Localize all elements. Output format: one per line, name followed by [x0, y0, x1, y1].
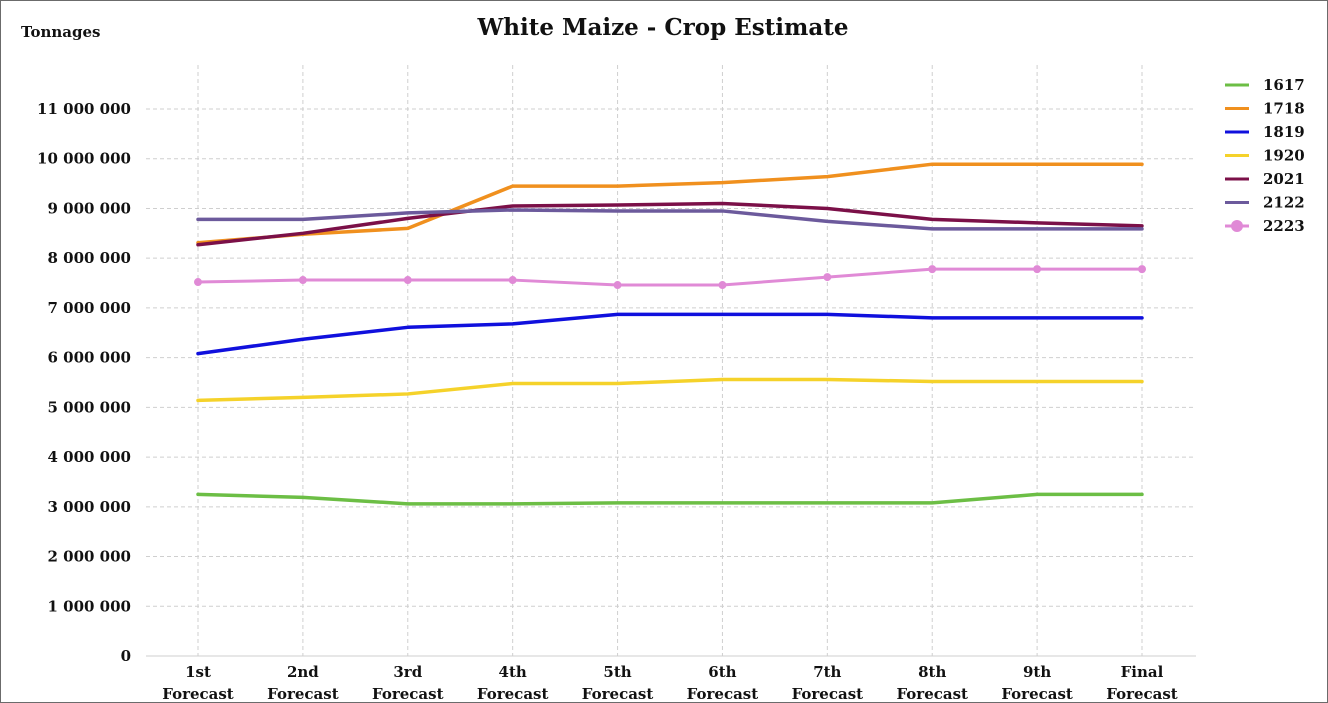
- data-point-2223: [823, 273, 832, 282]
- data-point-2223: [1138, 265, 1146, 274]
- legend-label: 2021: [1263, 170, 1305, 188]
- chart-title: White Maize - Crop Estimate: [476, 14, 848, 41]
- x-tick-label: 7th Forecast: [792, 663, 864, 702]
- y-axis-label: Tonnages: [21, 23, 100, 41]
- data-point-2223: [194, 278, 202, 287]
- x-tick-label: 8th Forecast: [896, 663, 968, 702]
- legend-label: 1920: [1263, 147, 1305, 165]
- legend-item-1920: 1920: [1225, 147, 1305, 165]
- y-tick-label: 5 000 000: [47, 398, 131, 416]
- data-point-2223: [298, 276, 307, 285]
- legend-item-1718: 1718: [1225, 100, 1305, 118]
- y-tick-label: 6 000 000: [47, 349, 131, 367]
- x-tick-label: 9th Forecast: [1001, 663, 1073, 702]
- y-tick-label: 7 000 000: [47, 299, 131, 317]
- series-2021: [196, 201, 1144, 247]
- x-tick-label: 5th Forecast: [582, 663, 654, 702]
- y-tick-label: 8 000 000: [47, 249, 131, 267]
- x-tick-label: 4th Forecast: [477, 663, 549, 702]
- series-layer: [194, 162, 1146, 506]
- data-point-2223: [508, 276, 517, 285]
- axes: 0 1 000 000 2 000 000 3 000 000 4 000 000 5 0…: [37, 100, 1196, 702]
- legend-item-2021: 2021: [1225, 170, 1305, 188]
- data-point-2223: [718, 281, 727, 290]
- x-tick-label: 6th Forecast: [687, 663, 759, 702]
- data-point-2223: [928, 265, 937, 274]
- y-tick-label: 10 000 000: [37, 150, 131, 168]
- x-tick-label: 3rd Forecast: [372, 663, 444, 702]
- y-tick-label: 1 000 000: [47, 597, 131, 615]
- grid: [146, 65, 1196, 656]
- series-line-1617: [196, 492, 1144, 506]
- legend-label: 1617: [1263, 76, 1305, 94]
- legend-item-1819: 1819: [1225, 123, 1305, 141]
- legend-label: 1718: [1263, 100, 1305, 118]
- legend: 1617 1718 1819 1920 2021 2122 2223: [1225, 76, 1305, 235]
- data-point-2223: [613, 281, 622, 290]
- y-tick-label: 4 000 000: [47, 448, 131, 466]
- legend-label: 2122: [1263, 194, 1305, 212]
- legend-label: 1819: [1263, 123, 1305, 141]
- data-point-2223: [1033, 265, 1042, 274]
- series-line-1718: [196, 162, 1144, 245]
- legend-item-1617: 1617: [1225, 76, 1305, 94]
- y-tick-label: 3 000 000: [47, 498, 131, 516]
- y-tick-label: 9 000 000: [47, 199, 131, 217]
- x-tick-label: 2nd Forecast: [267, 663, 339, 702]
- series-1819: [196, 312, 1144, 356]
- y-tick-label: 11 000 000: [37, 100, 131, 118]
- series-1617: [196, 492, 1144, 506]
- legend-item-2122: 2122: [1225, 194, 1305, 212]
- y-tick-label: 0: [121, 647, 131, 665]
- data-point-2223: [403, 276, 412, 285]
- series-line-2122: [196, 208, 1144, 231]
- series-1920: [196, 377, 1144, 403]
- legend-item-2223: 2223: [1225, 217, 1305, 235]
- series-line-2021: [196, 201, 1144, 247]
- series-2223: [194, 265, 1146, 290]
- legend-marker: [1231, 220, 1243, 232]
- x-tick-label: 1st Forecast: [162, 663, 234, 702]
- series-line-1920: [196, 377, 1144, 403]
- y-tick-label: 2 000 000: [47, 548, 131, 566]
- x-tick-label: Final Forecast: [1106, 663, 1178, 702]
- series-line-2223: [196, 267, 1144, 287]
- series-2122: [196, 208, 1144, 231]
- series-1718: [196, 162, 1144, 245]
- series-line-1819: [196, 312, 1144, 356]
- legend-label: 2223: [1263, 217, 1305, 235]
